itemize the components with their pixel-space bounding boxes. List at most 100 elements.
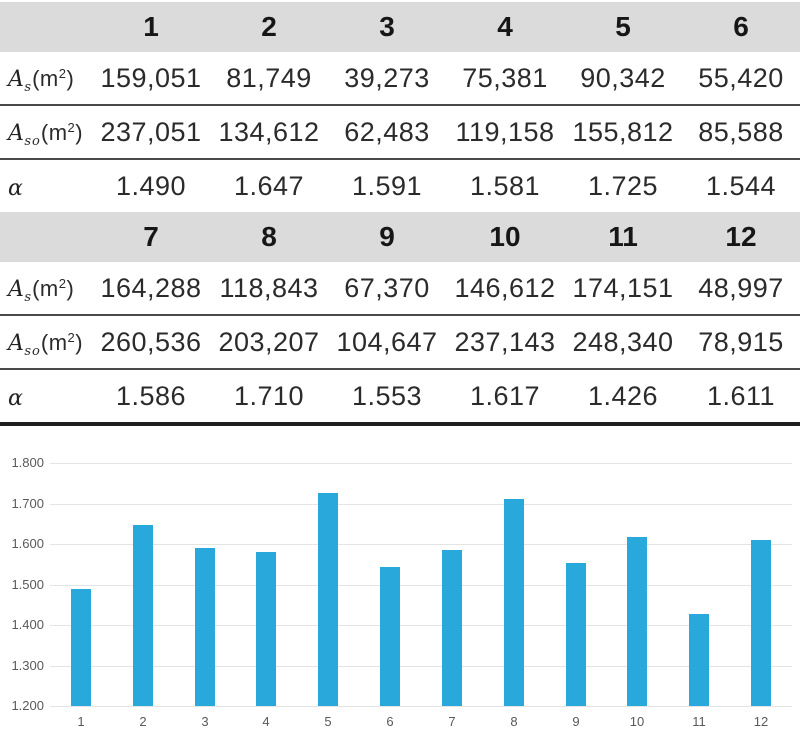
column-header: 2 <box>261 11 277 42</box>
alpha-bar <box>689 614 709 706</box>
y-gridline <box>50 544 792 545</box>
y-axis-tick-label: 1.500 <box>11 576 44 592</box>
column-header: 6 <box>733 11 749 42</box>
row-label-subscript: so <box>24 343 41 359</box>
table-cell-value: 260,536 <box>100 326 202 357</box>
table-cell-value: 159,051 <box>100 62 202 93</box>
column-header: 9 <box>379 221 395 252</box>
y-axis-tick-label: 1.600 <box>11 536 44 551</box>
x-axis-tick-label: 10 <box>629 714 645 729</box>
y-axis-tick-label: 1.300 <box>11 657 44 673</box>
table-cell-value: 118,843 <box>219 272 319 303</box>
column-header: 12 <box>725 221 757 252</box>
table-header-row: 1 2 3 4 5 6 <box>0 2 800 52</box>
table-cell-value: 1.490 <box>115 170 187 201</box>
table-cell-value: 164,288 <box>100 272 202 303</box>
table-cell-value: 1.426 <box>587 380 659 411</box>
column-header: 1 <box>143 11 159 42</box>
table-cell-value: 134,612 <box>218 116 320 147</box>
x-axis-tick-label: 6 <box>386 714 394 729</box>
y-gridline <box>50 584 792 586</box>
table-cell-value: 1.710 <box>233 380 305 411</box>
table-cell-value: 237,051 <box>100 116 202 147</box>
row-label: As(m2) <box>0 62 92 95</box>
alpha-bar <box>751 540 771 706</box>
alpha-bar <box>256 552 276 706</box>
table-row: α 1.490 1.647 1.591 1.581 1.725 1.544 <box>0 160 800 212</box>
table-row: Aso(m2) 237,051 134,612 62,483 119,158 155,81… <box>0 106 800 160</box>
table-cell-value: 248,340 <box>572 326 674 357</box>
column-header: 8 <box>261 221 277 252</box>
row-label-unit: (m2) <box>32 275 75 301</box>
table-row: As(m2) 159,051 81,749 39,273 75,381 90,342 55,… <box>0 52 800 106</box>
table-cell-value: 1.581 <box>469 170 541 201</box>
table-cell-value: 1.553 <box>351 380 423 411</box>
column-header: 11 <box>608 221 638 252</box>
row-label-unit: (m2) <box>40 119 84 145</box>
alpha-bar <box>504 499 524 706</box>
table-cell-value: 146,612 <box>454 272 556 303</box>
row-label-subscript: so <box>24 133 41 149</box>
table-cell-value: 203,207 <box>218 326 320 357</box>
table-cell-value: 119,158 <box>455 116 555 147</box>
y-axis-tick-label: 1.400 <box>11 617 44 632</box>
x-axis-tick-label: 2 <box>139 714 147 729</box>
alpha-bar <box>71 589 91 706</box>
table-cell-value: 39,273 <box>344 62 430 93</box>
alpha-bar <box>627 537 647 706</box>
y-gridline <box>50 665 792 667</box>
table-cell-value: 1.544 <box>705 170 777 201</box>
table-cell-value: 75,381 <box>462 62 548 93</box>
alpha-bar <box>133 525 153 706</box>
table-cell-value: 85,588 <box>698 116 784 147</box>
table-cell-value: 155,812 <box>572 116 674 147</box>
table-cell-value: 104,647 <box>336 326 438 357</box>
x-axis-tick-label: 4 <box>262 714 270 729</box>
table-cell-value: 67,370 <box>344 272 430 303</box>
row-label-variable: α <box>8 385 24 411</box>
table-row: Aso(m2) 260,536 203,207 104,647 237,143 248,3… <box>0 316 800 370</box>
y-gridline <box>50 625 792 626</box>
x-axis-tick-label: 7 <box>448 714 456 729</box>
table-cell-value: 81,749 <box>226 62 312 93</box>
alpha-bar-chart: 1.200 1.300 1.400 1.500 1.600 1.700 1.800 1 2 3 4 5… <box>0 426 800 733</box>
row-label: As(m2) <box>0 272 92 305</box>
alpha-bar <box>380 567 400 706</box>
y-axis-tick-label: 1.200 <box>11 698 44 713</box>
x-axis-tick-label: 8 <box>510 714 518 729</box>
x-axis-tick-label: 3 <box>201 714 209 729</box>
x-axis-tick-label: 9 <box>572 714 580 729</box>
table-cell-value: 1.725 <box>587 170 659 201</box>
row-label: Aso(m2) <box>0 116 92 149</box>
column-header: 5 <box>615 11 631 42</box>
table-cell-value: 1.647 <box>233 170 305 201</box>
row-label-variable: A <box>8 276 25 302</box>
table-row: As(m2) 164,288 118,843 67,370 146,612 174,151… <box>0 262 800 316</box>
table-cell-value: 62,483 <box>344 116 430 147</box>
alpha-bar <box>318 493 338 706</box>
row-label-subscript: s <box>24 79 33 95</box>
row-label-variable: A <box>8 120 25 146</box>
y-gridline <box>50 706 792 707</box>
table-cell-value: 78,915 <box>698 326 784 357</box>
table-cell-value: 174,151 <box>572 272 674 303</box>
row-label-unit: (m2) <box>32 65 75 91</box>
row-label: Aso(m2) <box>0 326 92 359</box>
y-axis-tick-label: 1.800 <box>11 455 44 470</box>
table-row: α 1.586 1.710 1.553 1.617 1.426 1.611 <box>0 370 800 422</box>
table-cell-value: 237,143 <box>454 326 556 357</box>
column-header: 7 <box>143 221 159 252</box>
row-label: α <box>0 171 92 202</box>
row-label-subscript: s <box>24 289 33 305</box>
column-header: 10 <box>489 221 521 252</box>
alpha-data-table: 1 2 3 4 5 6 As(m2) 159,051 81,749 39,273 75,381 90,… <box>0 2 800 426</box>
row-label-variable: α <box>8 175 24 201</box>
table-cell-value: 1.617 <box>469 380 541 411</box>
table-cell-value: 1.611 <box>706 380 776 411</box>
row-label-unit: (m2) <box>40 329 84 355</box>
y-gridline <box>50 503 792 505</box>
table-cell-value: 55,420 <box>698 62 784 93</box>
x-axis-tick-label: 11 <box>692 714 706 729</box>
table-cell-value: 48,997 <box>698 272 784 303</box>
